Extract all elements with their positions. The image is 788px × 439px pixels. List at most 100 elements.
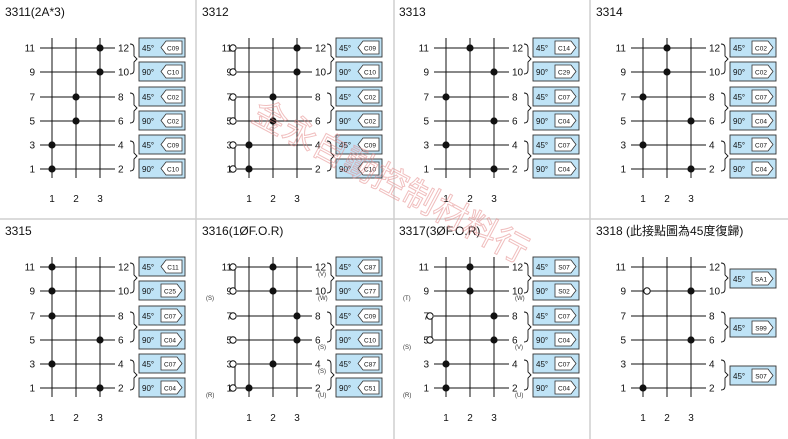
terminal-number: 2: [709, 384, 715, 395]
terminal-number: 10: [709, 287, 721, 298]
angle-label: 45°: [339, 360, 351, 369]
closed-contact: [245, 141, 253, 149]
terminal-number: 5: [620, 336, 626, 347]
closed-contact: [663, 44, 671, 52]
column-number: 2: [270, 194, 276, 205]
angle-label: 90°: [536, 287, 548, 296]
open-contact: [229, 336, 237, 344]
panel-3318: 3318 (此接點圖為45度復歸)11 129 107 85 63 41 21 2 345° SA…: [596, 223, 777, 424]
phase-label: (V): [318, 272, 326, 278]
contact-code: C07: [164, 362, 176, 369]
contact-code: C04: [558, 167, 570, 174]
terminal-number: 4: [118, 141, 124, 152]
terminal-number: 6: [512, 336, 518, 347]
brace: [129, 262, 138, 294]
brace: [326, 92, 335, 124]
terminal-number: 7: [620, 312, 626, 323]
contact-code: C07: [755, 143, 767, 150]
left-arrow-icon: [160, 64, 183, 79]
closed-contact: [48, 141, 56, 149]
contact-code: C10: [167, 167, 179, 174]
left-arrow-icon: [357, 40, 380, 55]
column-number: 2: [270, 413, 276, 424]
angle-label: 45°: [142, 141, 154, 150]
brace: [326, 262, 335, 294]
terminal-number: 6: [315, 117, 321, 128]
column-number: 1: [49, 194, 55, 205]
contact-code: S99: [755, 326, 767, 333]
brace: [523, 262, 532, 294]
contact-code: C11: [167, 265, 179, 272]
contact-code: C25: [164, 289, 176, 296]
closed-contact: [466, 287, 474, 295]
open-contact: [229, 68, 237, 76]
terminal-number: 9: [29, 287, 35, 298]
closed-contact: [490, 312, 498, 320]
contact-code: C07: [164, 314, 176, 321]
open-contact: [426, 312, 434, 320]
angle-label: 45°: [733, 141, 745, 150]
phase-label: (S): [318, 369, 326, 375]
terminal-number: 1: [620, 384, 626, 395]
right-arrow-icon: [554, 332, 577, 347]
closed-contact: [687, 165, 695, 173]
terminal-number: 9: [226, 287, 232, 298]
contact-code: C10: [364, 338, 376, 345]
closed-contact: [48, 165, 56, 173]
left-arrow-icon: [160, 89, 183, 104]
open-contact: [229, 165, 237, 173]
terminal-number: 10: [709, 68, 721, 79]
angle-label: 90°: [339, 287, 351, 296]
brace: [326, 43, 335, 75]
left-arrow-icon: [357, 283, 380, 298]
terminal-number: 12: [709, 44, 721, 55]
terminal-number: 1: [226, 384, 232, 395]
right-arrow-icon: [554, 380, 577, 395]
terminal-number: 5: [423, 117, 429, 128]
left-arrow-icon: [160, 40, 183, 55]
terminal-number: 3: [423, 141, 429, 152]
terminal-number: 4: [709, 360, 715, 371]
right-arrow-icon: [751, 320, 774, 335]
column-number: 1: [246, 413, 252, 424]
right-arrow-icon: [751, 368, 774, 383]
closed-contact: [639, 384, 647, 392]
terminal-number: 8: [512, 312, 518, 323]
angle-label: 45°: [536, 93, 548, 102]
closed-contact: [293, 68, 301, 76]
closed-contact: [293, 336, 301, 344]
terminal-number: 1: [226, 165, 232, 176]
terminal-number: 2: [512, 384, 518, 395]
brace: [523, 359, 532, 391]
terminal-number: 8: [118, 93, 124, 104]
terminal-number: 6: [315, 336, 321, 347]
contact-code: C07: [558, 362, 570, 369]
terminal-number: 11: [222, 263, 233, 274]
right-arrow-icon: [751, 89, 774, 104]
brace: [523, 140, 532, 172]
terminal-number: 7: [423, 312, 429, 323]
angle-label: 90°: [142, 68, 154, 77]
terminal-number: 12: [118, 44, 130, 55]
right-arrow-icon: [554, 259, 577, 274]
right-arrow-icon: [554, 161, 577, 176]
left-arrow-icon: [357, 332, 380, 347]
phase-label: (W): [318, 296, 328, 302]
contact-code: C04: [558, 119, 570, 126]
contact-code: C10: [167, 70, 179, 77]
left-arrow-icon: [357, 64, 380, 79]
angle-label: 90°: [536, 165, 548, 174]
terminal-number: 3: [29, 360, 35, 371]
terminal-number: 12: [709, 263, 721, 274]
left-arrow-icon: [357, 380, 380, 395]
terminal-number: 8: [118, 312, 124, 323]
angle-label: 45°: [536, 360, 548, 369]
panel-title: 3313: [399, 5, 426, 19]
terminal-number: 4: [315, 141, 321, 152]
terminal-number: 9: [423, 68, 429, 79]
brace: [523, 311, 532, 343]
column-number: 2: [73, 194, 79, 205]
contact-code: C04: [755, 167, 767, 174]
terminal-number: 5: [423, 336, 429, 347]
